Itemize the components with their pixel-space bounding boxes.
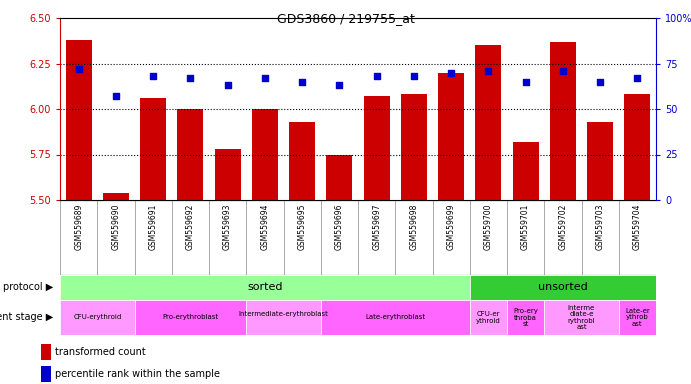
Bar [178,109,203,200]
Text: GSM559704: GSM559704 [633,204,642,250]
Point [446,70,457,76]
Text: development stage ▶: development stage ▶ [0,313,53,323]
Bar [550,41,576,200]
Bar [289,122,315,200]
Bar [246,300,321,335]
Bar [140,98,166,200]
Text: protocol ▶: protocol ▶ [3,283,53,293]
Text: sorted: sorted [247,283,283,293]
Bar [60,275,470,300]
Bar [60,300,135,335]
Bar [545,300,618,335]
Bar [252,109,278,200]
Text: Late-er
ythrob
ast: Late-er ythrob ast [625,308,650,327]
Point [594,79,605,85]
Point [148,73,159,79]
Bar [438,73,464,200]
Bar [41,344,51,360]
Point [520,79,531,85]
Text: Intermediate-erythroblast: Intermediate-erythroblast [238,311,328,324]
Bar [618,300,656,335]
Bar [475,45,502,200]
Point [185,75,196,81]
Text: CFU-erythroid: CFU-erythroid [73,314,122,321]
Bar [625,94,650,200]
Text: GSM559702: GSM559702 [558,204,567,250]
Text: unsorted: unsorted [538,283,588,293]
Bar [363,96,390,200]
Text: GSM559693: GSM559693 [223,204,232,250]
Bar [103,193,129,200]
Point [632,75,643,81]
Point [334,82,345,88]
Text: GSM559689: GSM559689 [74,204,83,250]
Bar [135,300,246,335]
Point [73,66,84,72]
Text: CFU-er
ythroid: CFU-er ythroid [476,311,501,324]
Bar [507,300,545,335]
Text: Pro-erythroblast: Pro-erythroblast [162,314,218,321]
Point [296,79,307,85]
Bar [470,300,507,335]
Point [371,73,382,79]
Bar [41,366,51,382]
Point [408,73,419,79]
Bar [66,40,92,200]
Text: GSM559690: GSM559690 [111,204,120,250]
Point [222,82,233,88]
Bar [215,149,240,200]
Bar [513,142,539,200]
Text: GSM559699: GSM559699 [446,204,455,250]
Text: GSM559691: GSM559691 [149,204,158,250]
Point [259,75,270,81]
Text: GSM559692: GSM559692 [186,204,195,250]
Bar [401,94,427,200]
Text: transformed count: transformed count [55,347,146,357]
Bar [326,154,352,200]
Text: Interme
diate-e
rythrobl
ast: Interme diate-e rythrobl ast [568,305,596,330]
Text: Late-erythroblast: Late-erythroblast [365,314,426,321]
Point [483,68,494,74]
Text: GSM559698: GSM559698 [409,204,418,250]
Bar [470,275,656,300]
Text: GSM559695: GSM559695 [298,204,307,250]
Bar [587,122,613,200]
Text: GSM559700: GSM559700 [484,204,493,250]
Text: GSM559697: GSM559697 [372,204,381,250]
Point [558,68,569,74]
Text: GSM559696: GSM559696 [335,204,344,250]
Text: GSM559694: GSM559694 [261,204,269,250]
Text: GSM559703: GSM559703 [596,204,605,250]
Text: GDS3860 / 219755_at: GDS3860 / 219755_at [276,12,415,25]
Text: Pro-ery
throba
st: Pro-ery throba st [513,308,538,327]
Point [111,93,122,99]
Text: GSM559701: GSM559701 [521,204,530,250]
Bar [321,300,470,335]
Text: percentile rank within the sample: percentile rank within the sample [55,369,220,379]
